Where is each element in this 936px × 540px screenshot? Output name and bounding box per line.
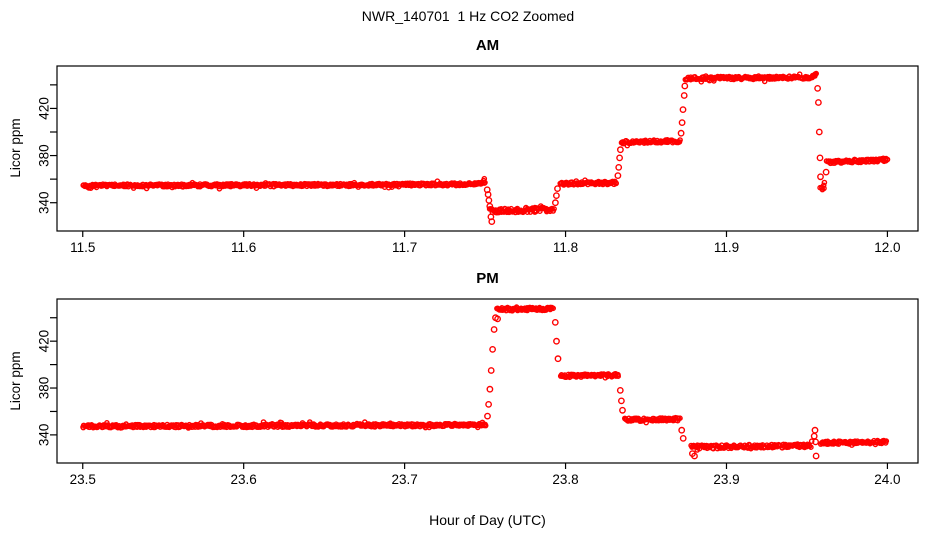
data-point — [883, 438, 890, 444]
x-tick-label: 23.5 — [70, 472, 96, 487]
data-point — [482, 422, 489, 429]
data-point — [677, 137, 683, 143]
transition-point — [490, 326, 498, 333]
transition-point — [816, 154, 824, 162]
transition-point — [815, 99, 822, 106]
x-tick-label: 23.9 — [713, 472, 739, 487]
x-tick-label: 11.6 — [231, 240, 256, 255]
x-tick-label: 23.8 — [552, 472, 578, 487]
transition-point — [817, 173, 824, 181]
y-tick-label: 380 — [37, 144, 52, 167]
x-tick-label: 24.0 — [874, 472, 900, 487]
transition-point — [553, 337, 560, 345]
transition-point — [812, 438, 819, 446]
y-tick-label: 380 — [37, 377, 52, 400]
transition-point — [486, 202, 494, 210]
x-tick-label: 12.0 — [874, 240, 900, 255]
data-point — [677, 415, 683, 422]
transition-point — [680, 92, 688, 99]
transition-point — [554, 355, 562, 363]
plot-box — [56, 65, 919, 232]
data-point — [820, 182, 827, 189]
transition-point — [618, 397, 625, 405]
y-tick-label: 340 — [37, 191, 52, 214]
data-point — [808, 444, 814, 451]
transition-point — [494, 315, 501, 323]
transition-point — [677, 129, 685, 137]
x-tick-label: 11.5 — [70, 240, 95, 255]
data-point — [884, 156, 891, 163]
transition-point — [678, 426, 686, 434]
transition-point — [489, 345, 496, 353]
transition-point — [619, 406, 626, 414]
data-point — [482, 179, 488, 186]
plot-box — [56, 298, 919, 464]
transition-point — [551, 318, 559, 326]
transition-point — [487, 367, 495, 374]
data-point — [813, 70, 820, 77]
data-point — [613, 179, 619, 186]
figure-title: NWR_140701 1 Hz CO2 Zoomed — [361, 8, 575, 24]
transition-point — [811, 426, 819, 434]
panel-title-pm: PM — [476, 270, 499, 287]
transition-point — [812, 452, 820, 460]
x-tick-label: 23.6 — [231, 472, 257, 487]
transition-point — [617, 146, 624, 154]
transition-point — [678, 119, 686, 127]
transition-point — [616, 154, 623, 162]
x-tick-label: 11.9 — [714, 240, 739, 255]
data-point — [551, 206, 557, 212]
x-tick-label: 23.7 — [391, 472, 417, 487]
data-point — [615, 373, 622, 380]
data-point — [821, 179, 828, 186]
transition-point — [810, 432, 818, 440]
transition-point — [615, 163, 623, 171]
y-tick-label: 340 — [37, 424, 52, 447]
transition-point — [552, 199, 559, 207]
transition-point — [616, 386, 624, 394]
transition-point — [614, 172, 622, 180]
transition-point — [815, 128, 823, 136]
transition-point — [553, 192, 560, 200]
transition-point — [486, 385, 494, 393]
x-tick-label: 11.8 — [553, 240, 578, 255]
transition-point — [485, 196, 493, 204]
x-axis-label: Hour of Day (UTC) — [429, 512, 546, 528]
transition-point — [488, 218, 496, 226]
transition-point — [484, 412, 491, 420]
transition-point — [681, 82, 689, 90]
transition-point — [679, 106, 687, 114]
transition-point — [679, 434, 687, 442]
transition-point — [822, 168, 830, 176]
y-tick-label: 420 — [37, 97, 52, 120]
data-point — [808, 438, 815, 445]
transition-point — [814, 85, 821, 92]
transition-point — [485, 400, 492, 408]
transition-point — [691, 452, 698, 460]
transition-point — [554, 185, 561, 193]
x-tick-label: 11.7 — [392, 240, 417, 255]
data-point — [821, 185, 827, 192]
data-point — [550, 305, 557, 312]
panel-title-am: AM — [475, 37, 500, 54]
y-tick-label: 420 — [37, 330, 52, 353]
